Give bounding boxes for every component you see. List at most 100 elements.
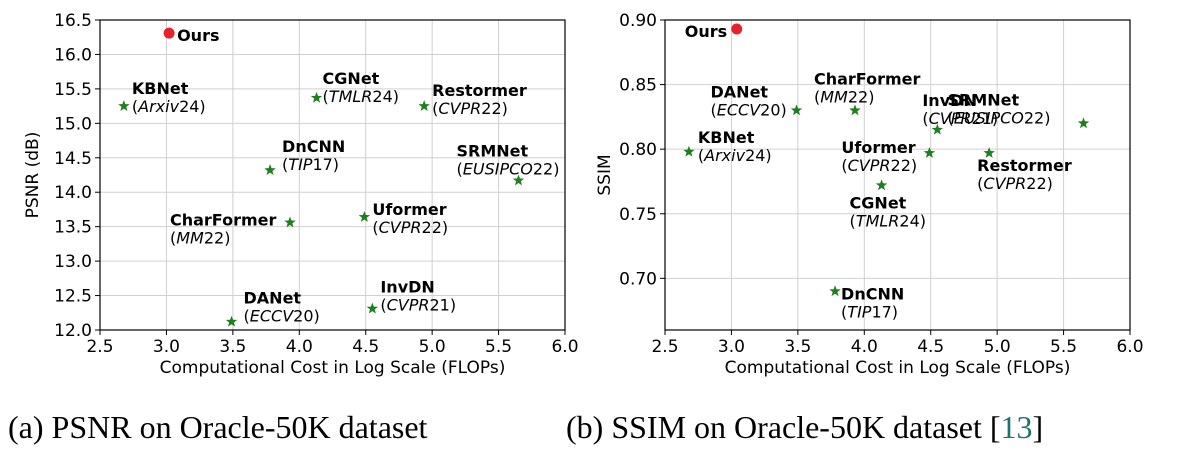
ours-point	[163, 27, 175, 39]
point-venue-danet: (ECCV20)	[244, 307, 320, 326]
point-venue-invdn: (CVPR21)	[380, 296, 456, 315]
point-venue-charformer: (MM22)	[170, 229, 230, 248]
y-tick-label: 0.75	[619, 205, 657, 225]
x-tick-label: 3.5	[784, 337, 811, 357]
point-label-danet: DANet	[711, 82, 769, 101]
ssim-scatter-plot: 2.5 3.0 3.5 4.0 4.5 5.0 5.5 6.0 0.70 0.75 0.80 0.85…	[595, 11, 1144, 378]
method-point-srmnet	[512, 174, 525, 186]
method-point-charformer	[849, 104, 861, 116]
y-tick-label: 14.5	[54, 149, 92, 169]
method-point-dncnn	[829, 285, 841, 297]
method-point-cgnet	[310, 91, 323, 103]
caption-a: (a) PSNR on Oracle-50K dataset	[8, 409, 428, 445]
y-tick-label: 16.5	[54, 11, 92, 31]
x-tick-label: 3.0	[153, 337, 180, 357]
y-tick-label: 0.85	[619, 76, 657, 96]
point-label-kbnet: KBNet	[698, 128, 755, 147]
x-tick-label: 4.5	[352, 337, 379, 357]
point-venue-restormer: (CVPR22)	[432, 99, 508, 118]
method-point-restormer	[418, 100, 430, 111]
point-label-invdn: InvDN	[922, 91, 976, 110]
y-tick-label: 14.0	[54, 183, 92, 203]
point-label-charformer: CharFormer	[170, 211, 277, 230]
y-tick-label: 0.70	[619, 269, 657, 289]
point-label-kbnet: KBNet	[132, 79, 189, 98]
x-tick-label: 5.0	[419, 337, 446, 357]
x-tick-label: 6.0	[1116, 337, 1143, 357]
point-venue-invdn: (CVPR21)	[922, 109, 998, 128]
method-point-uformer	[358, 211, 371, 222]
method-point-charformer	[284, 216, 296, 228]
x-tick-label: 2.5	[651, 337, 678, 357]
point-label-danet: DANet	[244, 289, 302, 308]
x-tick-label: 5.5	[485, 337, 512, 357]
point-venue-uformer: (CVPR22)	[841, 156, 917, 175]
y-tick-label: 0.90	[619, 11, 657, 31]
method-point-invdn	[366, 302, 379, 314]
method-point-kbnet	[118, 100, 130, 111]
caption-b: (b) SSIM on Oracle-50K dataset [13]	[566, 409, 1043, 445]
point-label-invdn: InvDN	[380, 278, 434, 297]
y-tick-label: 15.0	[54, 114, 92, 134]
point-venue-srmnet: (EUSIPCO22)	[457, 160, 560, 179]
point-venue-uformer: (CVPR22)	[372, 218, 448, 237]
y-tick-label: 13.5	[54, 218, 92, 238]
x-tick-label: 4.5	[917, 337, 944, 357]
point-venue-cgnet: (TMLR24)	[850, 211, 926, 230]
x-axis-label: Computational Cost in Log Scale (FLOPs)	[725, 358, 1071, 378]
y-tick-label: 13.0	[54, 252, 92, 272]
y-axis-label: SSIM	[595, 154, 615, 195]
x-tick-label: 4.0	[851, 337, 878, 357]
x-tick-label: 5.0	[984, 337, 1011, 357]
point-label-dncnn: DnCNN	[841, 284, 904, 303]
x-tick-label: 2.5	[86, 337, 113, 357]
y-tick-label: 12.5	[54, 287, 92, 307]
ours-point	[731, 23, 743, 35]
point-venue-danet: (ECCV20)	[711, 100, 787, 119]
x-axis-label: Computational Cost in Log Scale (FLOPs)	[160, 358, 506, 378]
method-point-invdn	[931, 123, 944, 135]
point-venue-restormer: (CVPR22)	[977, 174, 1053, 193]
plot-frame	[664, 19, 1131, 331]
point-venue-dncnn: (TIP17)	[841, 302, 898, 321]
plot-frame	[99, 19, 566, 331]
method-point-srmnet	[1077, 117, 1090, 129]
point-label-restormer: Restormer	[977, 156, 1072, 175]
method-point-cgnet	[875, 179, 888, 191]
point-label-cgnet: CGNet	[323, 69, 380, 88]
point-label-uformer: Uformer	[372, 200, 446, 219]
method-point-danet	[790, 104, 803, 116]
point-label-ours: Ours	[177, 26, 219, 45]
x-tick-label: 3.0	[718, 337, 745, 357]
psnr-scatter-plot: 2.5 3.0 3.5 4.0 4.5 5.0 5.5 6.0 12.0 12.5 13.0 13.5…	[23, 11, 579, 378]
method-point-kbnet	[683, 145, 695, 157]
point-label-charformer: CharFormer	[814, 69, 921, 88]
point-venue-kbnet: (Arxiv24)	[132, 97, 206, 116]
method-point-restormer	[983, 147, 995, 158]
method-point-danet	[225, 315, 238, 327]
x-tick-label: 3.5	[219, 337, 246, 357]
y-axis-label: PSNR (dB)	[23, 132, 43, 219]
citation-link[interactable]: 13	[1001, 409, 1033, 445]
point-label-cgnet: CGNet	[850, 193, 907, 212]
y-tick-label: 12.0	[54, 321, 92, 341]
y-tick-label: 0.80	[619, 140, 657, 160]
x-tick-label: 6.0	[551, 337, 578, 357]
point-label-ours: Ours	[685, 22, 727, 41]
point-venue-cgnet: (TMLR24)	[323, 87, 399, 106]
y-tick-label: 15.5	[54, 80, 92, 100]
x-tick-label: 5.5	[1050, 337, 1077, 357]
x-tick-label: 4.0	[286, 337, 313, 357]
point-venue-dncnn: (TIP17)	[282, 155, 339, 174]
point-label-srmnet: SRMNet	[948, 90, 1020, 109]
y-tick-label: 16.0	[54, 45, 92, 65]
point-label-restormer: Restormer	[432, 81, 527, 100]
point-venue-kbnet: (Arxiv24)	[698, 146, 772, 165]
method-point-uformer	[923, 147, 936, 158]
point-venue-charformer: (MM22)	[814, 87, 874, 106]
point-venue-srmnet: (EUSIPCO22)	[948, 108, 1051, 127]
method-point-dncnn	[264, 164, 276, 176]
point-label-uformer: Uformer	[841, 138, 915, 157]
point-label-srmnet: SRMNet	[457, 142, 529, 161]
